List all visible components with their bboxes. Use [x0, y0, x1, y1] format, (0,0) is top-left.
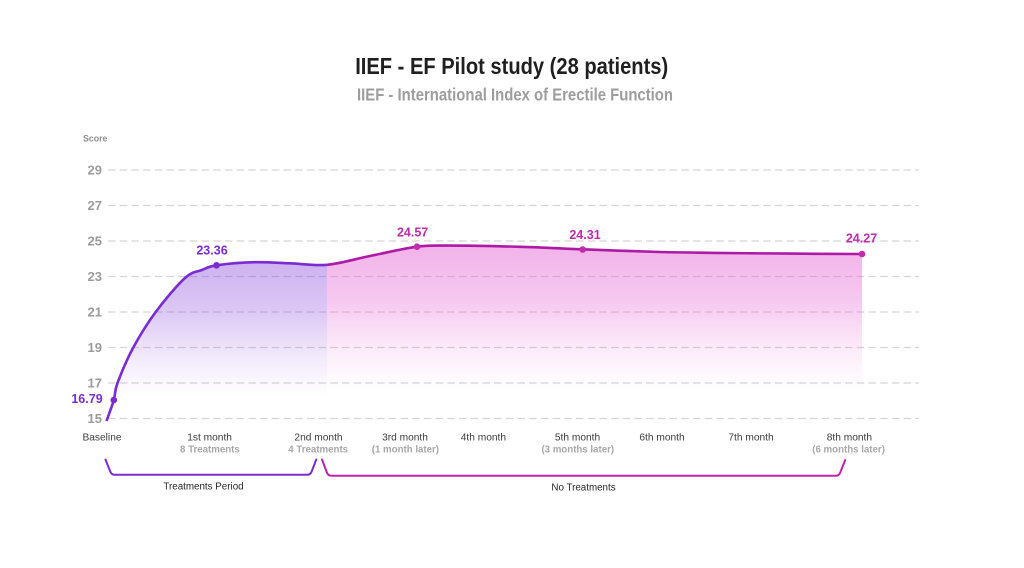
svg-text:4th month: 4th month: [461, 433, 506, 444]
svg-text:3rd month: 3rd month: [382, 433, 428, 444]
svg-text:8th month: 8th month: [827, 433, 872, 444]
svg-text:7th month: 7th month: [728, 433, 773, 444]
svg-text:(6 months later): (6 months later): [812, 445, 885, 456]
svg-text:17: 17: [88, 376, 102, 391]
svg-text:19: 19: [88, 340, 102, 355]
svg-text:IIEF - International Index of: IIEF - International Index of Erectile F…: [357, 85, 673, 105]
svg-text:23.36: 23.36: [196, 244, 227, 258]
svg-text:24.57: 24.57: [397, 226, 428, 240]
svg-text:Score: Score: [83, 134, 108, 144]
svg-text:No Treatments: No Treatments: [551, 483, 615, 494]
svg-text:27: 27: [88, 198, 102, 213]
svg-text:16.79: 16.79: [71, 392, 102, 406]
svg-text:6th month: 6th month: [639, 433, 684, 444]
svg-text:23: 23: [88, 269, 102, 284]
svg-text:25: 25: [88, 234, 102, 249]
svg-text:24.27: 24.27: [846, 232, 877, 246]
svg-text:24.31: 24.31: [569, 228, 600, 242]
svg-text:(1 month later): (1 month later): [372, 445, 439, 456]
svg-text:1st month: 1st month: [187, 433, 232, 444]
svg-text:29: 29: [88, 163, 102, 178]
svg-text:5th month: 5th month: [555, 433, 600, 444]
svg-text:2nd month: 2nd month: [294, 433, 342, 444]
svg-text:(3 months later): (3 months later): [541, 445, 614, 456]
svg-text:Baseline: Baseline: [82, 433, 121, 444]
svg-text:4 Treatments: 4 Treatments: [288, 445, 348, 456]
svg-text:IIEF - EF Pilot study (28 pati: IIEF - EF Pilot study (28 patients): [355, 53, 668, 79]
svg-text:21: 21: [88, 305, 102, 320]
svg-text:8 Treatments: 8 Treatments: [180, 445, 240, 456]
svg-text:15: 15: [88, 411, 102, 426]
svg-text:Treatments Period: Treatments Period: [163, 482, 243, 493]
